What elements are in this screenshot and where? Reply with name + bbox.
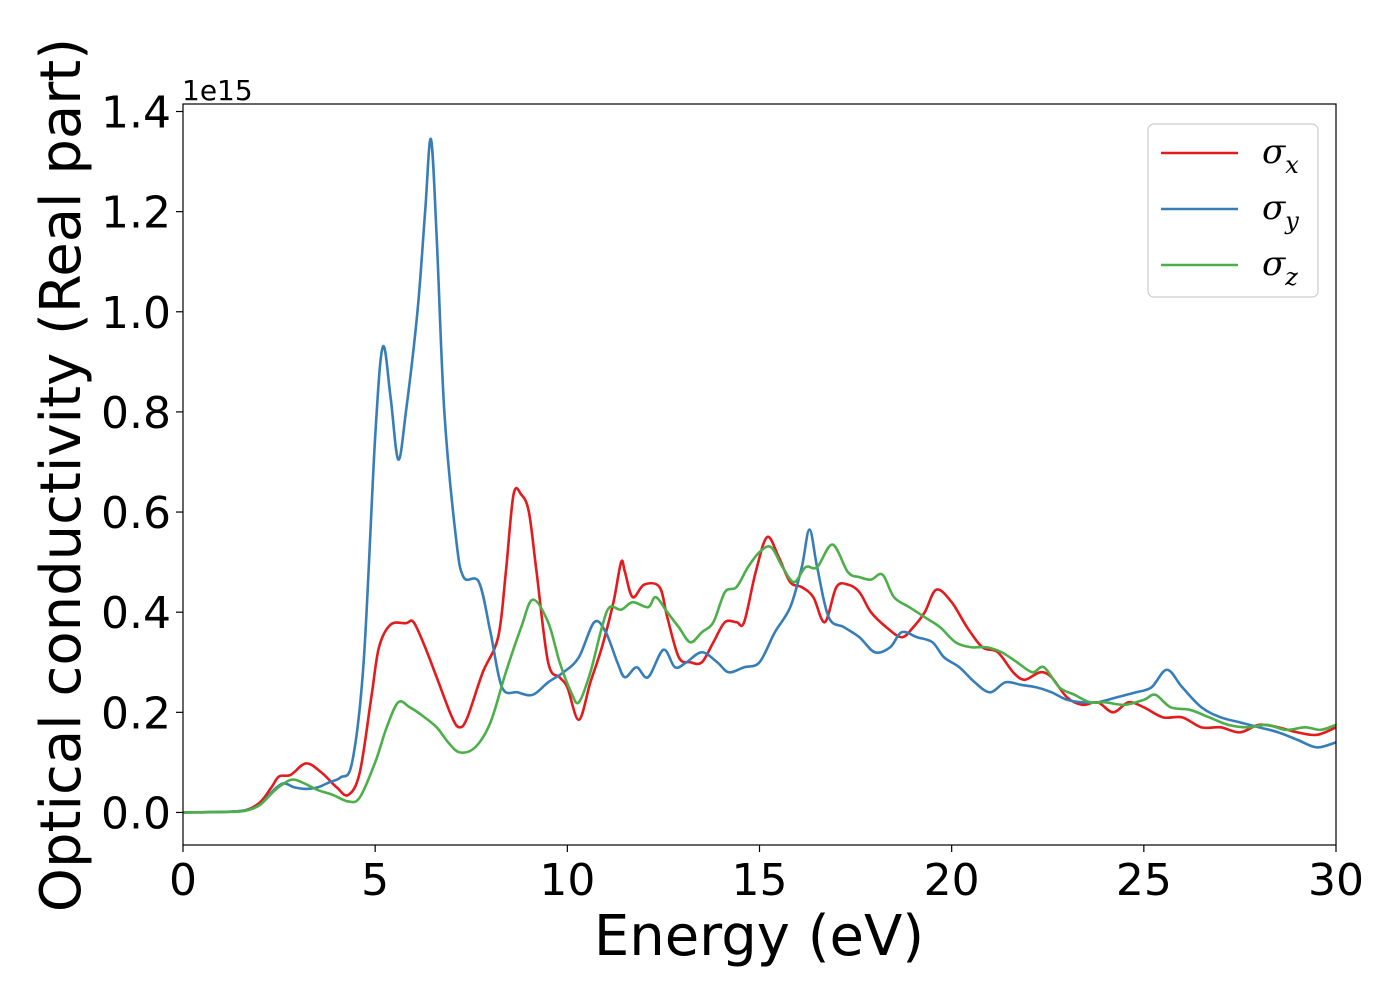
y-tick-label: 0.4	[101, 588, 171, 639]
legend-subscript-z: z	[1284, 263, 1298, 291]
y-tick-label: 1.2	[101, 188, 171, 239]
y-tick-label: 1.0	[101, 288, 171, 339]
x-tick-label: 20	[924, 855, 980, 906]
y-tick-label: 0.8	[101, 388, 171, 439]
y-axis: 0.0 0.2 0.4 0.6 0.8 1.0 1.2 1.4	[101, 88, 183, 839]
x-axis: 0 5 10 15 20 25 30	[169, 845, 1364, 906]
x-tick-label: 30	[1308, 855, 1364, 906]
y-tick-label: 0.6	[101, 488, 171, 539]
legend-subscript-x: x	[1285, 151, 1299, 179]
series-line-x	[183, 486, 1336, 814]
x-axis-label: Energy (eV)	[594, 904, 924, 969]
x-tick-label: 15	[732, 855, 788, 906]
series-layer	[183, 137, 1336, 814]
y-axis-label: Optical conductivity (Real part)	[29, 38, 94, 912]
series-line-y	[183, 137, 1336, 814]
y-tick-label: 1.4	[101, 88, 171, 139]
y-tick-label: 0.2	[101, 688, 171, 739]
x-tick-label: 10	[539, 855, 595, 906]
x-tick-label: 5	[361, 855, 389, 906]
x-tick-label: 0	[169, 855, 197, 906]
x-tick-label: 25	[1116, 855, 1172, 906]
legend-box	[1147, 123, 1319, 298]
legend-subscript-y: y	[1284, 207, 1299, 235]
y-tick-label: 0.0	[101, 788, 171, 839]
series-line-z	[183, 543, 1336, 814]
y-offset-text: 1e15	[182, 74, 253, 107]
